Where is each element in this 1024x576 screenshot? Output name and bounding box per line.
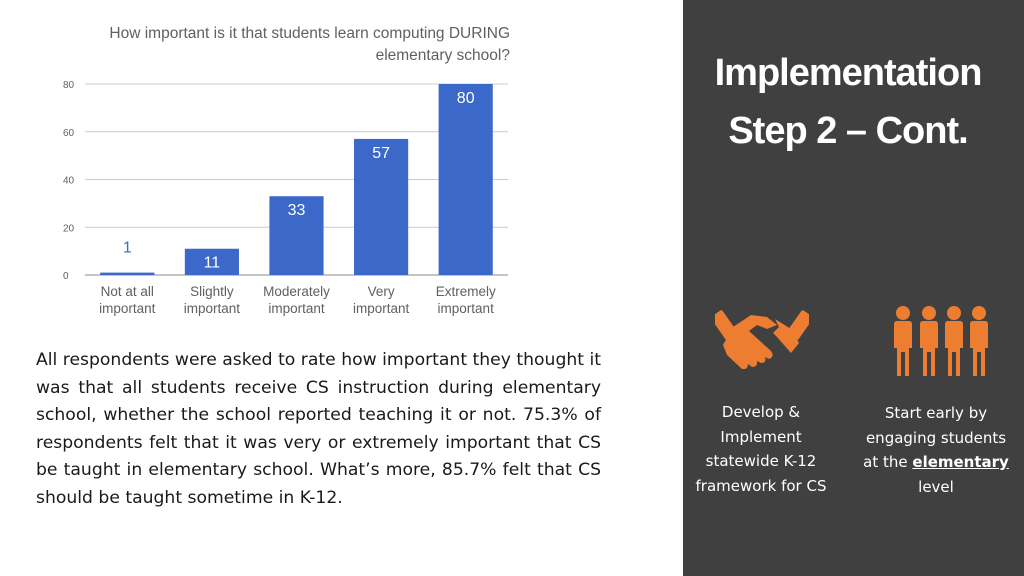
bar [354, 138, 409, 275]
left-caption-line-4: framework for CS [695, 476, 827, 495]
chart-canvas: How important is it that students learn … [63, 25, 511, 316]
right-panel: Implementation Step 2 – Cont. [683, 0, 1024, 576]
group-of-people-icon [894, 306, 988, 376]
data-label: 33 [288, 202, 306, 219]
left-caption-line-3: statewide K-12 [705, 452, 817, 470]
y-tick-label: 0 [63, 271, 69, 282]
x-tick-label: important [353, 301, 410, 316]
panel-title: Implementation Step 2 – Cont. [683, 44, 1013, 160]
x-tick-label: Moderately [263, 284, 330, 299]
bar [269, 196, 324, 275]
data-label: 57 [372, 145, 390, 162]
left-caption-line-1: Develop & [721, 403, 801, 421]
left-caption-line-2: Implement [720, 427, 802, 446]
y-tick-label: 80 [63, 80, 75, 91]
y-tick-label: 40 [63, 176, 75, 187]
right-caption-line-1: Start early by [884, 404, 988, 422]
bar-chart: How important is it that students learn … [30, 18, 530, 328]
y-tick-label: 60 [63, 128, 75, 139]
panel-title-line-1: Implementation [714, 52, 983, 94]
x-tick-label: important [99, 301, 156, 316]
x-tick-label: Extremely [436, 284, 496, 299]
bar [184, 248, 239, 275]
bar [438, 84, 493, 275]
panel-title-line-2: Step 2 – Cont. [728, 110, 968, 152]
chart-title-line: elementary school? [376, 47, 511, 64]
right-caption: Start early by engaging students at the … [855, 401, 1017, 499]
x-tick-label: important [438, 301, 495, 316]
x-tick-label: Not at all [101, 284, 154, 299]
left-caption: Develop & Implement statewide K-12 frame… [683, 400, 839, 498]
right-caption-bold-word: elementary [912, 453, 1009, 471]
x-tick-label: important [184, 301, 241, 316]
right-caption-line-4: level [918, 477, 954, 496]
chart-title-line: How important is it that students learn … [109, 25, 510, 42]
right-caption-line-2: engaging students [865, 428, 1007, 447]
data-label: 1 [123, 240, 132, 257]
right-caption-line-3-pre: at the [863, 453, 913, 471]
body-paragraph: All respondents were asked to rate how i… [36, 350, 601, 508]
data-label: 80 [457, 90, 475, 107]
x-tick-label: Slightly [190, 284, 234, 299]
y-tick-label: 20 [63, 223, 75, 234]
bar [100, 272, 155, 275]
x-tick-label: Very [368, 284, 395, 299]
data-label: 11 [204, 255, 221, 272]
x-tick-label: important [268, 301, 325, 316]
handshake-icon [715, 310, 809, 370]
